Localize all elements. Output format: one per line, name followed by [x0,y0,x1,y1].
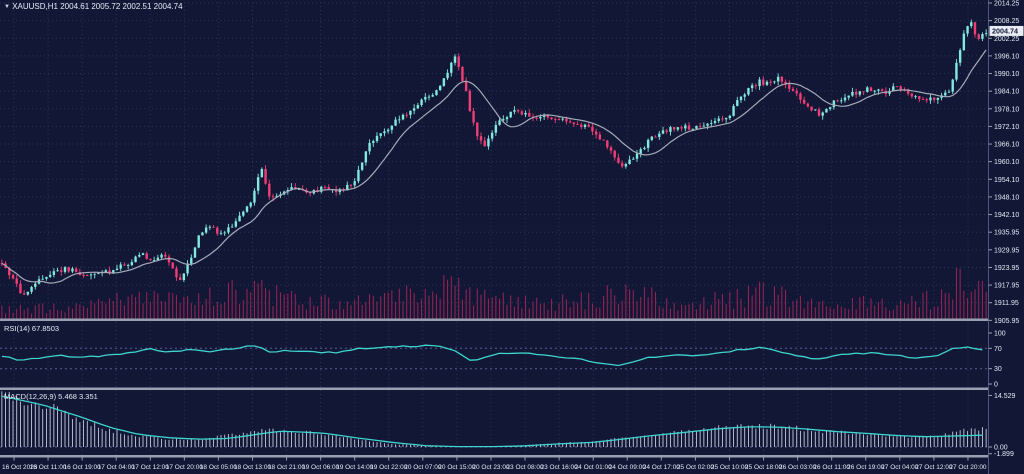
macd-axis-label: 14.529 [994,393,1016,400]
time-axis-label: 26 Oct 03:00 [779,464,817,471]
current-price-box [989,25,1024,36]
price-axis-label: 2008.25 [994,18,1019,25]
rsi-indicator-label: RSI(14) 67.8503 [4,324,60,333]
time-axis-label: 24 Oct 01:00 [575,464,613,471]
price-axis-label: 1917.95 [994,283,1019,290]
price-axis-label: 2014.25 [994,1,1019,8]
rsi-axis-label: 0 [994,382,998,389]
time-axis-label: 19 Oct 22:00 [370,464,408,471]
symbol-timeframe-label: XAUUSD,H1 [12,2,58,11]
price-axis-label: 1948.10 [994,194,1019,201]
time-axis-label: 26 Oct 11:00 [813,464,850,471]
time-axis-label: 18 Oct 13:00 [234,464,272,471]
collapse-icon[interactable]: ▼ [4,4,10,10]
time-axis-label: 20 Oct 07:00 [404,464,442,471]
volume-bars-layer [1,267,987,320]
price-axis-label: 1966.10 [994,142,1019,149]
price-axis-label: 2002.25 [994,36,1019,43]
time-axis-label: 20 Oct 15:00 [438,464,476,471]
time-axis-label: 20 Oct 23:00 [472,464,510,471]
price-axis-label: 1923.95 [994,265,1019,272]
time-axis-label: 16 Oct 2023 [2,464,38,471]
price-axis-label: 1960.10 [994,159,1019,166]
time-axis-label: 17 Oct 04:00 [98,464,136,471]
price-axis[interactable]: 2014.25 2008.25 2002.25 1996.10 1990.10 1984.… [988,0,1024,474]
time-axis-label: 27 Oct 20:00 [949,464,987,471]
price-axis-label: 1954.10 [994,177,1019,184]
price-axis-label: 1929.95 [994,247,1019,254]
time-axis-label: 27 Oct 12:00 [915,464,953,471]
chart-title: ▼ XAUUSD,H1 2004.61 2005.72 2002.51 2004… [4,2,183,12]
price-axis-label: 1935.95 [994,230,1019,237]
time-axis-label: 25 Oct 18:00 [745,464,783,471]
price-axis-label: 1911.95 [994,300,1019,307]
time-axis-label: 16 Oct 19:00 [64,464,102,471]
macd-signal-line [1,395,983,448]
price-axis-label: 1996.10 [994,53,1019,60]
price-axis-label: 1978.10 [994,106,1019,113]
rsi-axis-label: 70 [994,346,1002,353]
time-axis-label: 18 Oct 21:00 [268,464,306,471]
price-axis-label: 1984.10 [994,89,1019,96]
time-axis-label: 24 Oct 09:00 [609,464,647,471]
rsi-axis-label: 30 [994,366,1002,373]
moving-average-line [1,49,987,284]
time-axis-label: 19 Oct 06:00 [302,464,340,471]
time-axis-label: 17 Oct 12:00 [132,464,170,471]
current-price-label: 2004.74 [992,27,1018,36]
price-axis-label: 1990.10 [994,71,1019,78]
time-axis-label: 19 Oct 14:00 [336,464,374,471]
rsi-axis-label: 100 [994,331,1006,338]
panel-splitters[interactable] [0,318,989,458]
price-axis-label: 1972.10 [994,124,1019,131]
time-axis-label: 23 Oct 16:00 [541,464,579,471]
time-axis-label: 25 Oct 10:00 [711,464,749,471]
ohlc-values: 2004.61 2005.72 2002.51 2004.74 [60,2,183,11]
time-axis-label: 16 Oct 11:00 [30,464,67,471]
macd-axis-label: 0.00 [994,445,1008,452]
price-axis-label: 1905.95 [994,318,1019,325]
time-axis-label: 17 Oct 20:00 [166,464,204,471]
time-axis-label: 26 Oct 19:00 [847,464,885,471]
time-axis-label: 25 Oct 02:00 [677,464,715,471]
time-axis-label: 27 Oct 04:00 [881,464,919,471]
price-axis-label: 1942.10 [994,212,1019,219]
time-axis-label: 18 Oct 05:00 [200,464,238,471]
macd-axis-label: -1.899 [994,451,1014,458]
macd-indicator-label: MACD(12,26,9) 5.468 3.351 [4,392,98,401]
time-axis-label: 24 Oct 17:00 [643,464,681,471]
time-axis-label: 23 Oct 08:00 [506,464,544,471]
rsi-line [1,344,983,367]
